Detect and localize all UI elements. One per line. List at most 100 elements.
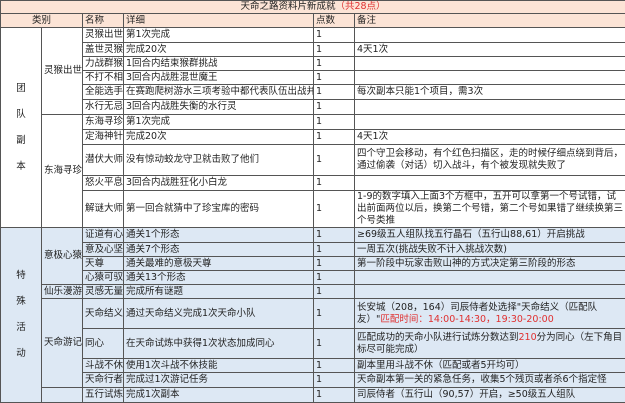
points-cell: 1 — [314, 191, 355, 228]
detail-cell: 第一回合就猜中了珍宝库的密码 — [124, 191, 314, 228]
detail-cell: 没有惊动蛟龙守卫就击败了他们 — [124, 145, 314, 176]
note-cell — [355, 100, 625, 115]
name-cell: 证道有心 — [83, 228, 124, 243]
detail-cell: 完成所有谜题 — [124, 285, 314, 299]
title-total: （共28点） — [335, 1, 385, 12]
note-cell: 一周五次(挑战失败不计入挑战次数) — [355, 243, 625, 257]
points-cell: 1 — [314, 85, 355, 100]
name-cell: 天尊 — [83, 257, 124, 271]
header-detail: 详细 — [124, 14, 314, 28]
note-cell — [355, 28, 625, 43]
name-cell: 东海寻珍 — [83, 115, 124, 130]
detail-cell: 完成20次 — [124, 130, 314, 145]
name-cell: 解谜大师 — [83, 191, 124, 228]
name-cell: 天命结义 — [83, 299, 124, 329]
detail-cell: 第1次完成 — [124, 28, 314, 43]
note-cell: 四个守卫会移动，有个红色扫描区，走的时候仔细点绕到背后，通过偷袭（对话）切入战斗… — [355, 145, 625, 176]
note-text: 每次副本只能1个项目，需3次 — [357, 86, 483, 97]
points-cell: 1 — [314, 71, 355, 85]
header-category: 类别 — [1, 14, 83, 28]
note-cell: 司辰侍者（五行山（90,57）开启，≥50级五人组队 — [355, 388, 625, 403]
name-cell: 盖世灵猴 — [83, 43, 124, 57]
note-highlight: 210 — [519, 332, 537, 343]
points-cell: 1 — [314, 43, 355, 57]
points-cell: 1 — [314, 176, 355, 191]
subcategory-cell — [42, 388, 83, 403]
name-cell: 力战群猴 — [83, 57, 124, 71]
table-row: 不打不相识3回合内战胜混世魔王1 — [1, 71, 625, 85]
detail-cell: 第1次完成 — [124, 115, 314, 130]
detail-cell: 完成20次 — [124, 43, 314, 57]
subcategory-cell: 天命游记 — [42, 299, 83, 388]
note-cell: 副本里用斗战不休（匹配或者5开均可） — [355, 359, 625, 373]
note-cell — [355, 271, 625, 285]
detail-cell: 完成过1次游记任务 — [124, 373, 314, 388]
note-text: 司辰侍者（五行山（90,57）开启，≥50级五人组队 — [357, 389, 575, 400]
detail-cell: 通关1个形态 — [124, 228, 314, 243]
detail-cell: 完成1次副本 — [124, 388, 314, 403]
name-cell: 天命行者 — [83, 373, 124, 388]
header-row: 类别 名称 详细 点数 备注 — [1, 14, 625, 28]
detail-cell: 3回合内战胜混世魔王 — [124, 71, 314, 85]
detail-cell: 通关最难的意极天尊 — [124, 257, 314, 271]
note-highlight: 匹配时间：14:00-14:30，19:30-20:00 — [380, 314, 553, 325]
points-cell: 1 — [314, 299, 355, 329]
name-cell: 斗战不休 — [83, 359, 124, 373]
name-cell: 灵猴出世 — [83, 28, 124, 43]
note-text: 第一阶段中玩家击败山神的方式决定第三阶段的形态 — [357, 258, 576, 269]
points-cell: 1 — [314, 145, 355, 176]
detail-cell: 1回合内结束猴群挑战 — [124, 57, 314, 71]
subcategory-cell: 意极心猿挑战 — [42, 228, 83, 285]
name-cell: 全能选手 — [83, 85, 124, 100]
points-cell: 1 — [314, 115, 355, 130]
note-cell: 第一阶段中玩家击败山神的方式决定第三阶段的形态 — [355, 257, 625, 271]
note-cell: 天命副本第一关的紧急任务，收集5个残页或者杀6个指定怪 — [355, 373, 625, 388]
note-text: 4天1次 — [357, 131, 388, 142]
note-cell — [355, 176, 625, 191]
header-points: 点数 — [314, 14, 355, 28]
points-cell: 1 — [314, 373, 355, 388]
note-text: 1-9的数字填入上面3个方框中，五开可以拿第一个号试错，试出前面两位以后，换第二… — [357, 191, 623, 226]
note-cell — [355, 115, 625, 130]
points-cell: 1 — [314, 130, 355, 145]
points-cell: 1 — [314, 28, 355, 43]
points-cell: 1 — [314, 100, 355, 115]
points-cell: 1 — [314, 257, 355, 271]
name-cell: 不打不相识 — [83, 71, 124, 85]
name-cell: 潜伏大师 — [83, 145, 124, 176]
detail-cell: 通过天命结义完成1次天命小队 — [124, 299, 314, 329]
note-text: 副本里用斗战不休（匹配或者5开均可） — [357, 360, 525, 371]
note-text: 四个守卫会移动，有个红色扫描区，走的时候仔细点绕到背后，通过偷袭（对话）切入战斗… — [357, 148, 623, 171]
note-text: 匹配成功的天命小队进行试炼分数达到 — [357, 332, 519, 343]
table-title: 天命之路资料片新成就（共28点） — [1, 1, 625, 14]
note-cell — [355, 285, 625, 299]
note-cell: ≥69级五人组队找五行晶石（五行山88,61）开启挑战 — [355, 228, 625, 243]
note-cell: 1-9的数字填入上面3个方框中，五开可以拿第一个号试错，试出前面两位以后，换第二… — [355, 191, 625, 228]
header-notes: 备注 — [355, 14, 625, 28]
detail-cell: 通关7个形态 — [124, 243, 314, 257]
name-cell: 同心 — [83, 329, 124, 359]
note-cell: 4天1次 — [355, 130, 625, 145]
detail-cell: 在天命试炼中获得1次状态加成同心 — [124, 329, 314, 359]
name-cell: 水行无忌 — [83, 100, 124, 115]
points-cell: 1 — [314, 285, 355, 299]
name-cell: 怒火平息 — [83, 176, 124, 191]
note-cell: 每次副本只能1个项目，需3次 — [355, 85, 625, 100]
table-row: 全能选手在赛跑爬树游水三项考验中都代表队伍出战并胜利1每次副本只能1个项目，需3… — [1, 85, 625, 100]
subcategory-cell: 仙乐漫游 — [42, 285, 83, 299]
